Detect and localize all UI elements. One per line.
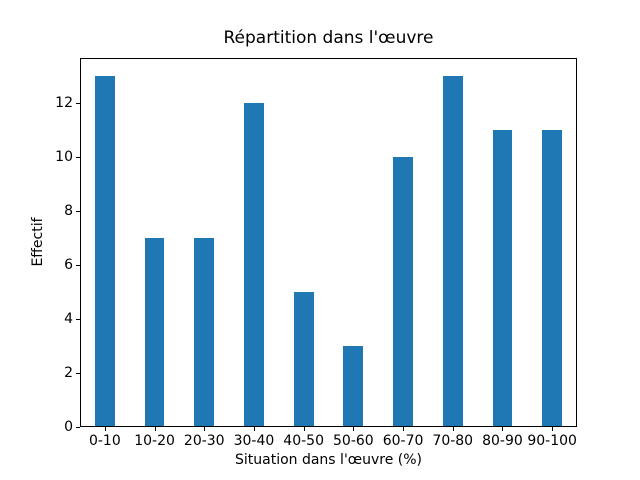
x-tick-mark	[253, 427, 255, 431]
y-tick-mark	[76, 372, 80, 374]
y-tick-label: 2	[64, 364, 73, 381]
x-tick-mark	[552, 427, 554, 431]
x-tick-label: 40-50	[283, 433, 324, 449]
x-tick-label: 70-80	[432, 433, 474, 449]
y-tick-mark	[76, 210, 80, 212]
x-tick-label: 10-20	[134, 433, 175, 449]
bar-70-80	[442, 75, 463, 427]
x-tick-mark	[204, 427, 206, 431]
x-tick-label: 60-70	[382, 433, 424, 449]
x-tick-mark	[353, 427, 355, 431]
y-tick-label: 4	[64, 310, 73, 327]
y-tick-label: 10	[55, 148, 73, 165]
x-tick-mark	[154, 427, 156, 431]
y-tick-mark	[76, 264, 80, 266]
x-tick-label: 0-10	[88, 433, 121, 449]
y-tick-mark	[76, 427, 80, 428]
y-tick-mark	[76, 156, 80, 158]
bar-30-40	[244, 102, 264, 427]
x-tick-label: 80-90	[482, 433, 523, 449]
bar-60-70	[393, 156, 413, 427]
x-tick-mark	[403, 427, 405, 431]
bar-20-30	[194, 237, 215, 427]
x-axis-label: Situation dans l'œuvre (%)	[234, 452, 423, 468]
bar-50-60	[343, 345, 364, 427]
bar-0-10	[94, 75, 115, 427]
x-tick-label: 90-100	[527, 433, 577, 449]
y-tick-mark	[76, 102, 80, 104]
bar-90-100	[542, 129, 563, 427]
x-tick-mark	[502, 427, 504, 431]
y-tick-label: 8	[64, 202, 73, 219]
x-tick-mark	[452, 427, 454, 431]
bar-80-90	[492, 129, 513, 427]
y-tick-label: 0	[64, 419, 73, 435]
bar-10-20	[144, 237, 165, 427]
bar-40-50	[293, 291, 314, 427]
x-tick-label: 20-30	[183, 433, 225, 449]
chart-title: Répartition dans l'œuvre	[223, 28, 434, 48]
x-tick-label: 50-60	[333, 433, 374, 449]
y-tick-mark	[76, 318, 80, 320]
y-tick-label: 12	[55, 94, 73, 111]
x-tick-mark	[104, 427, 106, 431]
y-tick-label: 6	[64, 256, 73, 273]
x-tick-mark	[303, 427, 305, 431]
x-tick-label: 30-40	[233, 433, 275, 449]
